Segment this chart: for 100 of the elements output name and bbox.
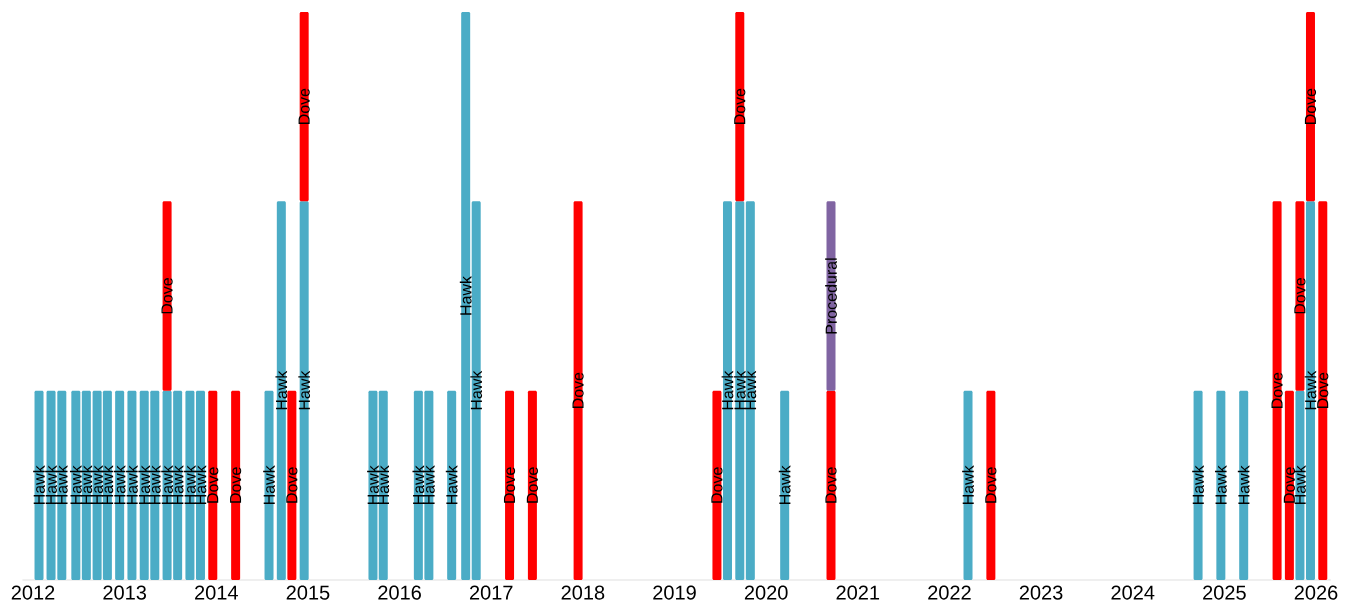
text: Dove: [1283, 467, 1295, 503]
bar: [276, 201, 286, 580]
text: Hawk: [423, 465, 435, 505]
text: Dove: [825, 467, 837, 503]
text: Hawk: [69, 465, 82, 505]
text: Dove: [572, 372, 584, 408]
text: Hawk: [80, 465, 93, 505]
text: Hawk: [1214, 465, 1227, 505]
bar: [287, 390, 297, 580]
bar: [368, 390, 378, 580]
text: Dove: [503, 467, 516, 503]
bar: [299, 11, 309, 202]
text: Dove: [711, 467, 723, 503]
text: Hawk: [470, 370, 483, 410]
bar: [963, 390, 973, 580]
x-tick-label: 2026: [1294, 585, 1338, 600]
text: Hawk: [962, 465, 974, 505]
bar: [162, 201, 172, 391]
text: Dove: [1271, 372, 1283, 408]
bar: [573, 201, 583, 580]
x-tick-label: 2020: [744, 585, 788, 600]
bar: [735, 11, 745, 202]
bar: [1295, 201, 1305, 391]
x-tick-label: 2014: [195, 585, 238, 600]
bar: [527, 390, 537, 580]
bar: [745, 201, 755, 580]
x-tick-label: 2021: [836, 585, 880, 600]
bar: [1272, 201, 1282, 580]
text: Dove: [985, 467, 997, 503]
bar: [986, 390, 996, 580]
x-tick-label: 2024: [1111, 585, 1155, 600]
bar: [208, 390, 218, 580]
bar: [1284, 390, 1294, 580]
text: Hawk: [1304, 370, 1317, 410]
bar: [1318, 201, 1328, 580]
x-tick-label: 2016: [378, 585, 421, 600]
bar: [127, 390, 137, 580]
text: Dove: [286, 467, 298, 503]
text: Hawk: [194, 465, 207, 505]
text: Hawk: [721, 370, 734, 410]
text: Hawk: [275, 370, 288, 410]
text: Dove: [230, 467, 242, 503]
text: Hawk: [148, 465, 161, 505]
text: Dove: [1294, 278, 1306, 314]
bar: [231, 390, 241, 580]
text: Hawk: [298, 370, 311, 410]
bar: [1305, 11, 1315, 202]
series-label: Procedural: [825, 258, 837, 334]
text: Hawk: [138, 465, 151, 505]
x-tick-label: 2017: [469, 585, 513, 600]
text: Hawk: [184, 465, 196, 505]
text: Hawk: [161, 465, 173, 505]
bar: [1193, 390, 1203, 580]
text: Hawk: [445, 465, 458, 505]
x-tick-label: 2012: [11, 585, 55, 600]
series-label: Dove: [526, 467, 538, 503]
text: Dove: [1317, 372, 1329, 408]
text: Hawk: [263, 465, 275, 505]
x-tick-label: 2025: [1203, 585, 1246, 600]
text: Hawk: [126, 465, 138, 505]
series-label: Hawk: [367, 465, 379, 505]
x-tick-label: 2013: [103, 585, 147, 600]
text: Dove: [298, 88, 310, 125]
bar: [1239, 390, 1249, 580]
text: Hawk: [91, 465, 103, 505]
bar: [471, 201, 481, 580]
bar: [712, 390, 722, 580]
x-tick-label: 2018: [561, 585, 605, 600]
text: Dove: [161, 278, 173, 314]
bar: [505, 390, 515, 580]
bar: [299, 201, 309, 580]
bar: [378, 390, 388, 580]
text: Hawk: [733, 370, 746, 410]
text: Hawk: [1192, 465, 1204, 505]
text: Dove: [207, 467, 219, 503]
text: Hawk: [1294, 465, 1306, 505]
text: Hawk: [113, 465, 126, 505]
bar: [461, 11, 471, 580]
x-tick-label: 2015: [286, 585, 330, 600]
x-tick-label: 2022: [928, 585, 971, 600]
bar: [81, 390, 91, 580]
text: Hawk: [412, 465, 425, 505]
text: Hawk: [45, 465, 57, 505]
bar: [115, 390, 125, 580]
bar: [185, 390, 195, 580]
bar: [34, 390, 44, 580]
text: Dove: [734, 88, 746, 125]
text: Hawk: [744, 370, 757, 410]
text: Hawk: [1237, 465, 1250, 505]
text: Hawk: [101, 465, 114, 505]
text: Hawk: [778, 465, 791, 505]
bar: [71, 390, 81, 580]
text: Hawk: [55, 465, 68, 505]
x-tick-label: 2023: [1019, 585, 1063, 600]
bar: [826, 390, 836, 580]
bar: [447, 390, 457, 580]
bar: [1216, 390, 1226, 580]
text: Hawk: [377, 465, 390, 505]
bar: [780, 390, 790, 580]
text: Hawk: [459, 275, 472, 315]
